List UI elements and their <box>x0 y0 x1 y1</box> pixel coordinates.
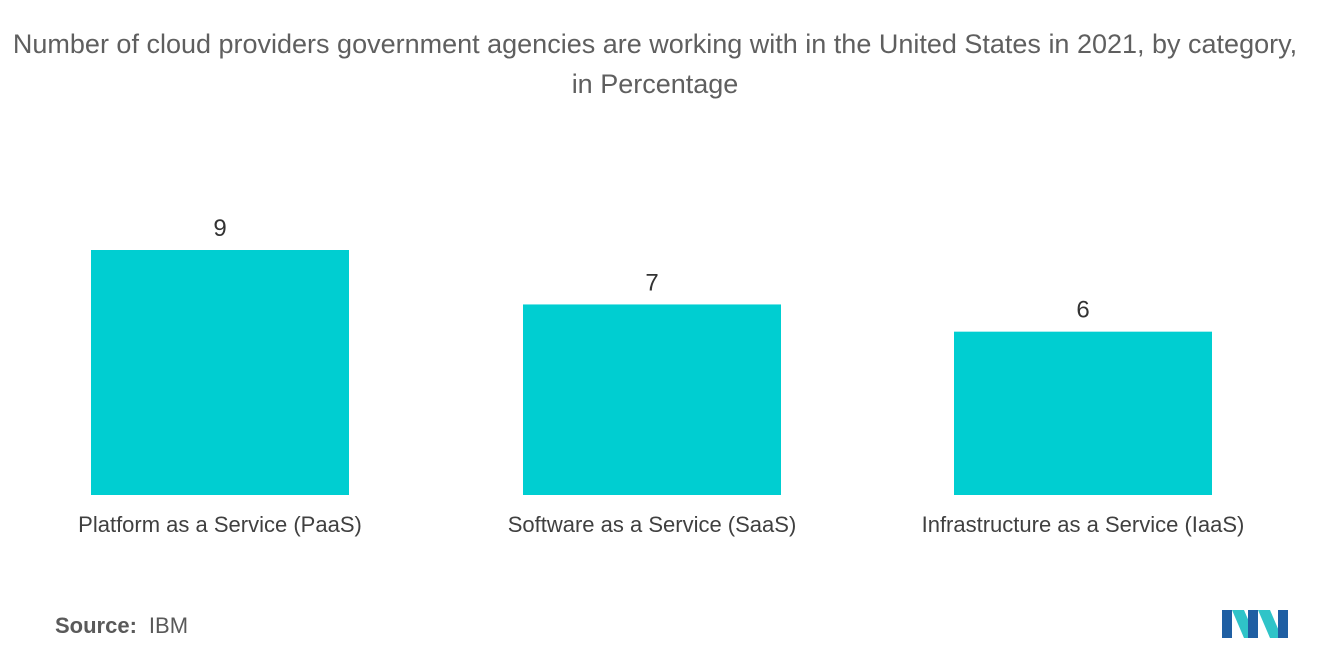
chart-title: Number of cloud providers government age… <box>12 29 1298 99</box>
source-label: Source: <box>55 613 137 638</box>
category-label-1: Platform as a Service (PaaS) <box>78 512 362 537</box>
source-line: Source: IBM <box>55 613 188 639</box>
value-label-2: 7 <box>645 269 658 296</box>
category-label-2: Software as a Service (SaaS) <box>508 512 797 537</box>
bar-2 <box>523 304 781 495</box>
bar-3 <box>954 331 1212 495</box>
mordor-logo-icon <box>1222 610 1288 638</box>
bar-1 <box>91 250 349 495</box>
value-label-3: 6 <box>1076 297 1089 324</box>
value-label-1: 9 <box>213 215 226 242</box>
source-value: IBM <box>148 613 189 638</box>
category-label-3: Infrastructure as a Service (IaaS) <box>922 512 1245 537</box>
